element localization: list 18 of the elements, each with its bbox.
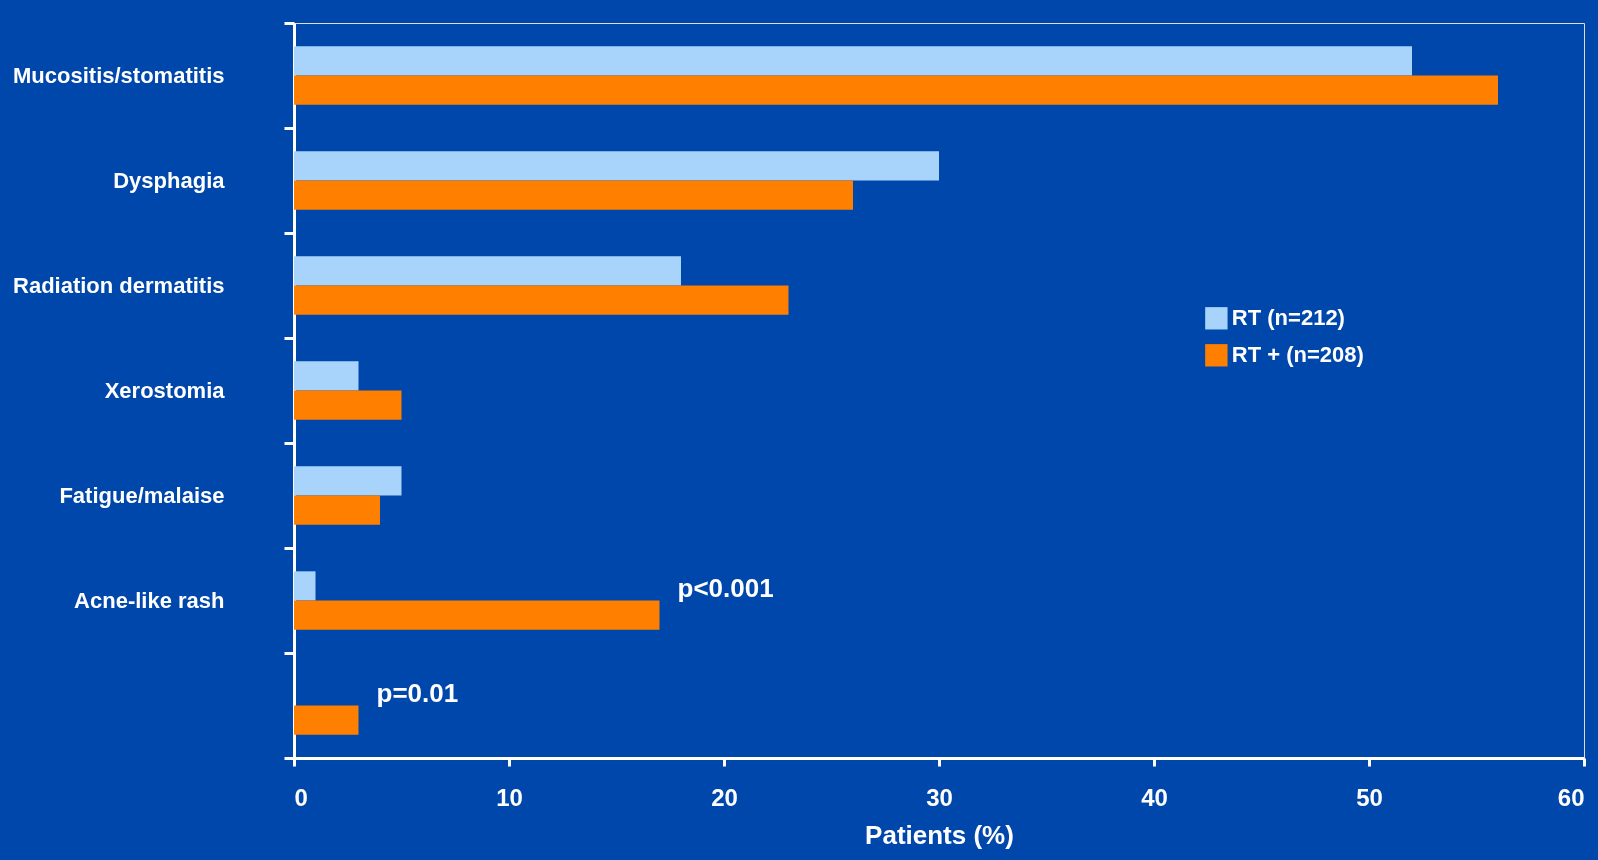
legend-label: RT + (n=208): [1231, 342, 1364, 368]
y-tick-label: Dysphagia: [113, 168, 226, 193]
x-tick-label: 30: [926, 783, 953, 811]
x-tick-label: 0: [294, 783, 308, 811]
x-tick-label: 60: [1557, 783, 1585, 811]
x-tick-label: 50: [1356, 783, 1383, 811]
y-tick-label: Fatigue/malaise: [59, 483, 225, 508]
annotation: p=0.01: [376, 677, 459, 708]
x-tick-label: 20: [711, 783, 738, 811]
y-tick-label: Radiation dermatitis: [13, 273, 225, 298]
legend-label: RT (n=212): [1231, 305, 1345, 331]
y-tick-label: Xerostomia: [104, 378, 226, 403]
x-axis-title: Patients (%): [865, 819, 1014, 850]
annotation: p<0.001: [677, 572, 774, 603]
y-tick-label: Mucositis/stomatitis: [13, 63, 225, 88]
x-tick-label: 40: [1141, 783, 1168, 811]
x-tick-label: 10: [496, 783, 523, 811]
y-tick-label: Acne-like rash: [74, 588, 225, 613]
